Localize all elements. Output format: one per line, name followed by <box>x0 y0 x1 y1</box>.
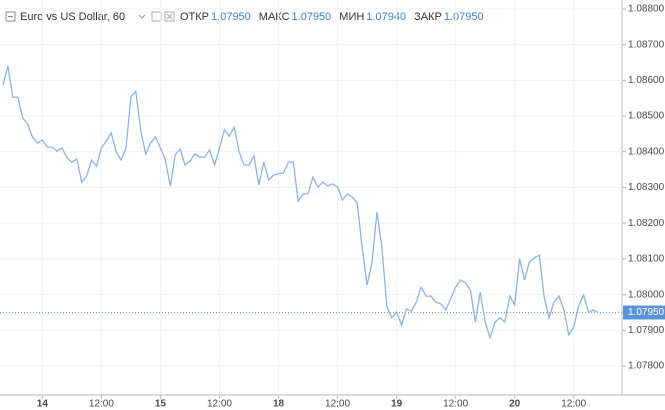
x-tick-label: 12:00 <box>443 399 468 410</box>
collapse-icon[interactable] <box>5 11 16 22</box>
ohlc-value: 1.07950 <box>211 11 251 23</box>
y-tick-label: 1.07900 <box>628 325 665 336</box>
y-tick-label: 1.08500 <box>628 111 665 122</box>
last-price-label: 1.07950 <box>628 307 665 318</box>
ohlc-value: 1.07950 <box>292 11 332 23</box>
x-tick-label: 19 <box>391 399 403 410</box>
x-tick-label: 15 <box>155 399 167 410</box>
settings-icon[interactable] <box>151 11 162 22</box>
close-icon[interactable] <box>164 11 175 22</box>
ohlc-label: МИН <box>339 11 364 23</box>
ohlc-value: 1.07940 <box>366 11 406 23</box>
dropdown-icon[interactable] <box>138 14 146 19</box>
ohlc-label: ЗАКР <box>414 11 442 23</box>
y-tick-label: 1.08300 <box>628 182 665 193</box>
y-tick-label: 1.07800 <box>628 361 665 372</box>
ohlc-value: 1.07950 <box>444 11 484 23</box>
y-tick-label: 1.08000 <box>628 289 665 300</box>
ohlc-label: ОТКР <box>180 11 209 23</box>
x-tick-label: 12:00 <box>89 399 114 410</box>
close-icon-x <box>166 13 173 20</box>
x-tick-label: 14 <box>37 399 49 410</box>
x-tick-label: 12:00 <box>561 399 586 410</box>
y-tick-label: 1.08700 <box>628 39 665 50</box>
x-tick-label: 12:00 <box>325 399 350 410</box>
x-tick-label: 12:00 <box>207 399 232 410</box>
y-tick-label: 1.08200 <box>628 218 665 229</box>
ohlc-label: МАКС <box>259 11 290 23</box>
x-tick-label: 18 <box>273 399 285 410</box>
chart-title: Euro vs US Dollar, 60 <box>20 11 125 23</box>
y-tick-label: 1.08100 <box>628 254 665 265</box>
y-tick-label: 1.08600 <box>628 75 665 86</box>
x-tick-label: 20 <box>509 399 521 410</box>
y-tick-label: 1.08800 <box>628 4 665 15</box>
legend-header: Euro vs US Dollar, 60 ОТКР 1.07950 МАКС 1.0… <box>5 11 484 23</box>
y-tick-label: 1.08400 <box>628 146 665 157</box>
price-line <box>2 65 599 341</box>
last-price-tag <box>623 305 665 320</box>
